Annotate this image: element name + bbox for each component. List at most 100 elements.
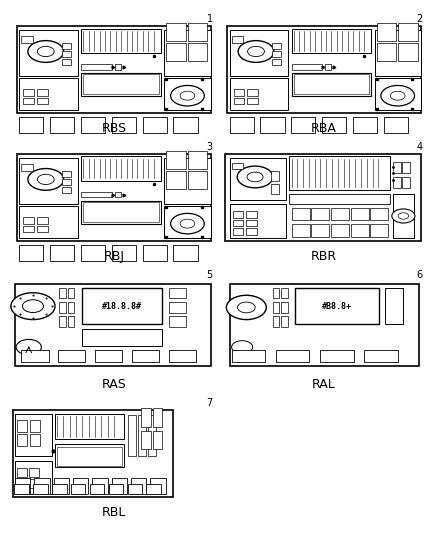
Text: #18.8.8#: #18.8.8# [102,302,142,311]
Circle shape [180,91,195,100]
Bar [62,51,71,57]
Circle shape [232,341,253,353]
Bar [92,478,108,494]
Bar [188,43,208,61]
Bar [115,64,121,69]
Bar [403,161,410,173]
Bar [322,117,346,133]
Bar [234,90,244,96]
Bar [230,204,286,238]
Circle shape [180,219,195,228]
Bar [81,73,161,96]
Circle shape [171,213,204,234]
Bar [55,445,124,467]
Bar [292,224,310,237]
Bar [292,73,371,96]
Bar [141,431,151,449]
Bar [19,158,78,204]
Bar [151,478,166,494]
Bar [173,245,198,261]
Text: RAS: RAS [102,377,126,391]
Bar [59,288,66,298]
Bar [188,171,208,189]
Bar [232,163,243,169]
Text: #B8.8+: #B8.8+ [322,302,352,311]
Bar [15,414,52,456]
Bar [230,117,254,133]
Bar [398,43,418,61]
Bar [81,117,105,133]
Bar [81,157,161,181]
Bar [311,208,329,221]
Bar [393,161,401,173]
Bar [173,117,198,133]
Text: RBJ: RBJ [103,249,124,263]
Text: 3: 3 [207,142,213,152]
Bar [169,288,187,298]
Bar [290,193,390,204]
Bar [19,78,78,110]
Bar [59,316,66,327]
Bar [291,117,315,133]
Bar [290,157,390,190]
Bar [271,171,279,181]
Bar [292,64,322,69]
Bar [169,350,196,362]
Bar [393,177,401,189]
Bar [169,302,187,312]
Text: RBR: RBR [311,249,337,263]
Bar [272,288,279,298]
Text: RBS: RBS [101,122,127,135]
Bar [233,228,243,235]
Text: RBA: RBA [311,122,337,135]
Bar [164,78,211,110]
Text: RBL: RBL [102,505,126,519]
Bar [281,288,288,298]
Bar [276,350,309,362]
Bar [37,98,48,104]
Bar [127,415,135,456]
Text: RAL: RAL [312,377,336,391]
Bar [148,415,156,456]
Bar [230,30,288,76]
Text: 6: 6 [417,270,423,280]
Bar [13,410,173,497]
Circle shape [171,85,204,106]
Circle shape [237,166,273,188]
Bar [141,408,151,427]
Bar [281,302,288,312]
Bar [246,228,257,235]
Circle shape [28,41,64,62]
Bar [62,179,71,185]
Bar [19,245,43,261]
Bar [15,285,211,366]
Bar [82,288,162,324]
Bar [54,478,69,494]
Bar [260,117,285,133]
Bar [132,350,159,362]
Bar [83,74,159,94]
Bar [230,285,419,366]
Bar [325,64,332,69]
Bar [81,64,112,69]
Bar [50,245,74,261]
Bar [15,478,30,494]
Bar [364,350,398,362]
Bar [73,478,88,494]
Bar [90,484,104,494]
Bar [153,431,162,449]
Bar [112,478,127,494]
Circle shape [237,302,255,313]
Circle shape [16,340,41,355]
Circle shape [247,46,265,56]
Bar [33,484,48,494]
Circle shape [37,46,54,56]
Bar [233,220,243,226]
Bar [143,117,167,133]
Bar [17,479,27,488]
Bar [55,414,124,439]
Bar [138,415,145,456]
Bar [230,158,286,200]
Bar [21,350,49,362]
Bar [225,154,421,241]
